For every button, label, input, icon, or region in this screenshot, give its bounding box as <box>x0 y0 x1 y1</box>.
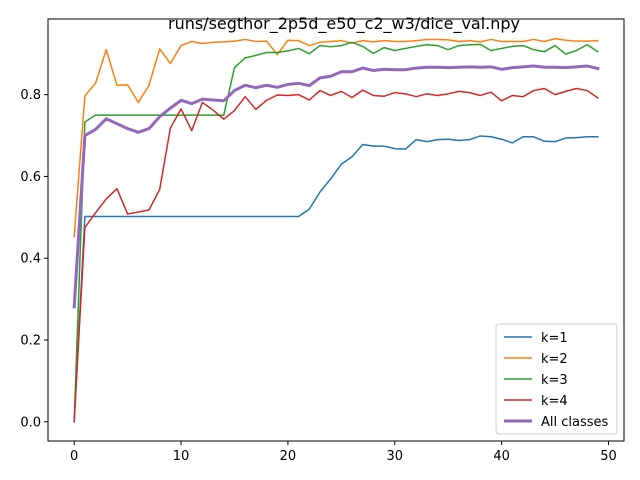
y-tick-label: 0.8 <box>20 88 41 103</box>
y-tick-label: 0.6 <box>20 170 41 185</box>
legend: k=1 k=2 k=3 k=4 All classes <box>495 323 618 435</box>
plot-frame <box>47 18 625 442</box>
chart-title: runs/segthor_2p5d_e50_c2_w3/dice_val.npy <box>168 14 520 34</box>
x-tick-label: 30 <box>387 449 404 464</box>
y-tick-label: 0.2 <box>20 333 41 348</box>
legend-label: k=2 <box>541 352 568 367</box>
y-tick-label: 0.4 <box>20 252 41 267</box>
x-axis: 0 10 20 30 40 50 <box>70 441 617 464</box>
legend-label: k=3 <box>541 373 568 388</box>
legend-box <box>495 323 618 435</box>
legend-label: All classes <box>541 415 609 430</box>
series-layer <box>72 37 600 423</box>
y-axis: 0.0 0.2 0.4 0.6 0.8 <box>20 88 48 430</box>
x-tick-label: 10 <box>173 449 190 464</box>
x-tick-label: 20 <box>280 449 297 464</box>
series-line-4 <box>72 64 600 309</box>
series-line-0 <box>73 135 599 423</box>
legend-label: k=1 <box>541 331 568 346</box>
series-line-1 <box>73 37 599 238</box>
series-line-3 <box>73 87 599 423</box>
x-tick-label: 40 <box>493 449 510 464</box>
y-tick-label: 0.0 <box>20 415 41 430</box>
x-tick-label: 50 <box>600 449 617 464</box>
x-tick-label: 0 <box>70 449 78 464</box>
legend-label: k=4 <box>541 394 568 409</box>
